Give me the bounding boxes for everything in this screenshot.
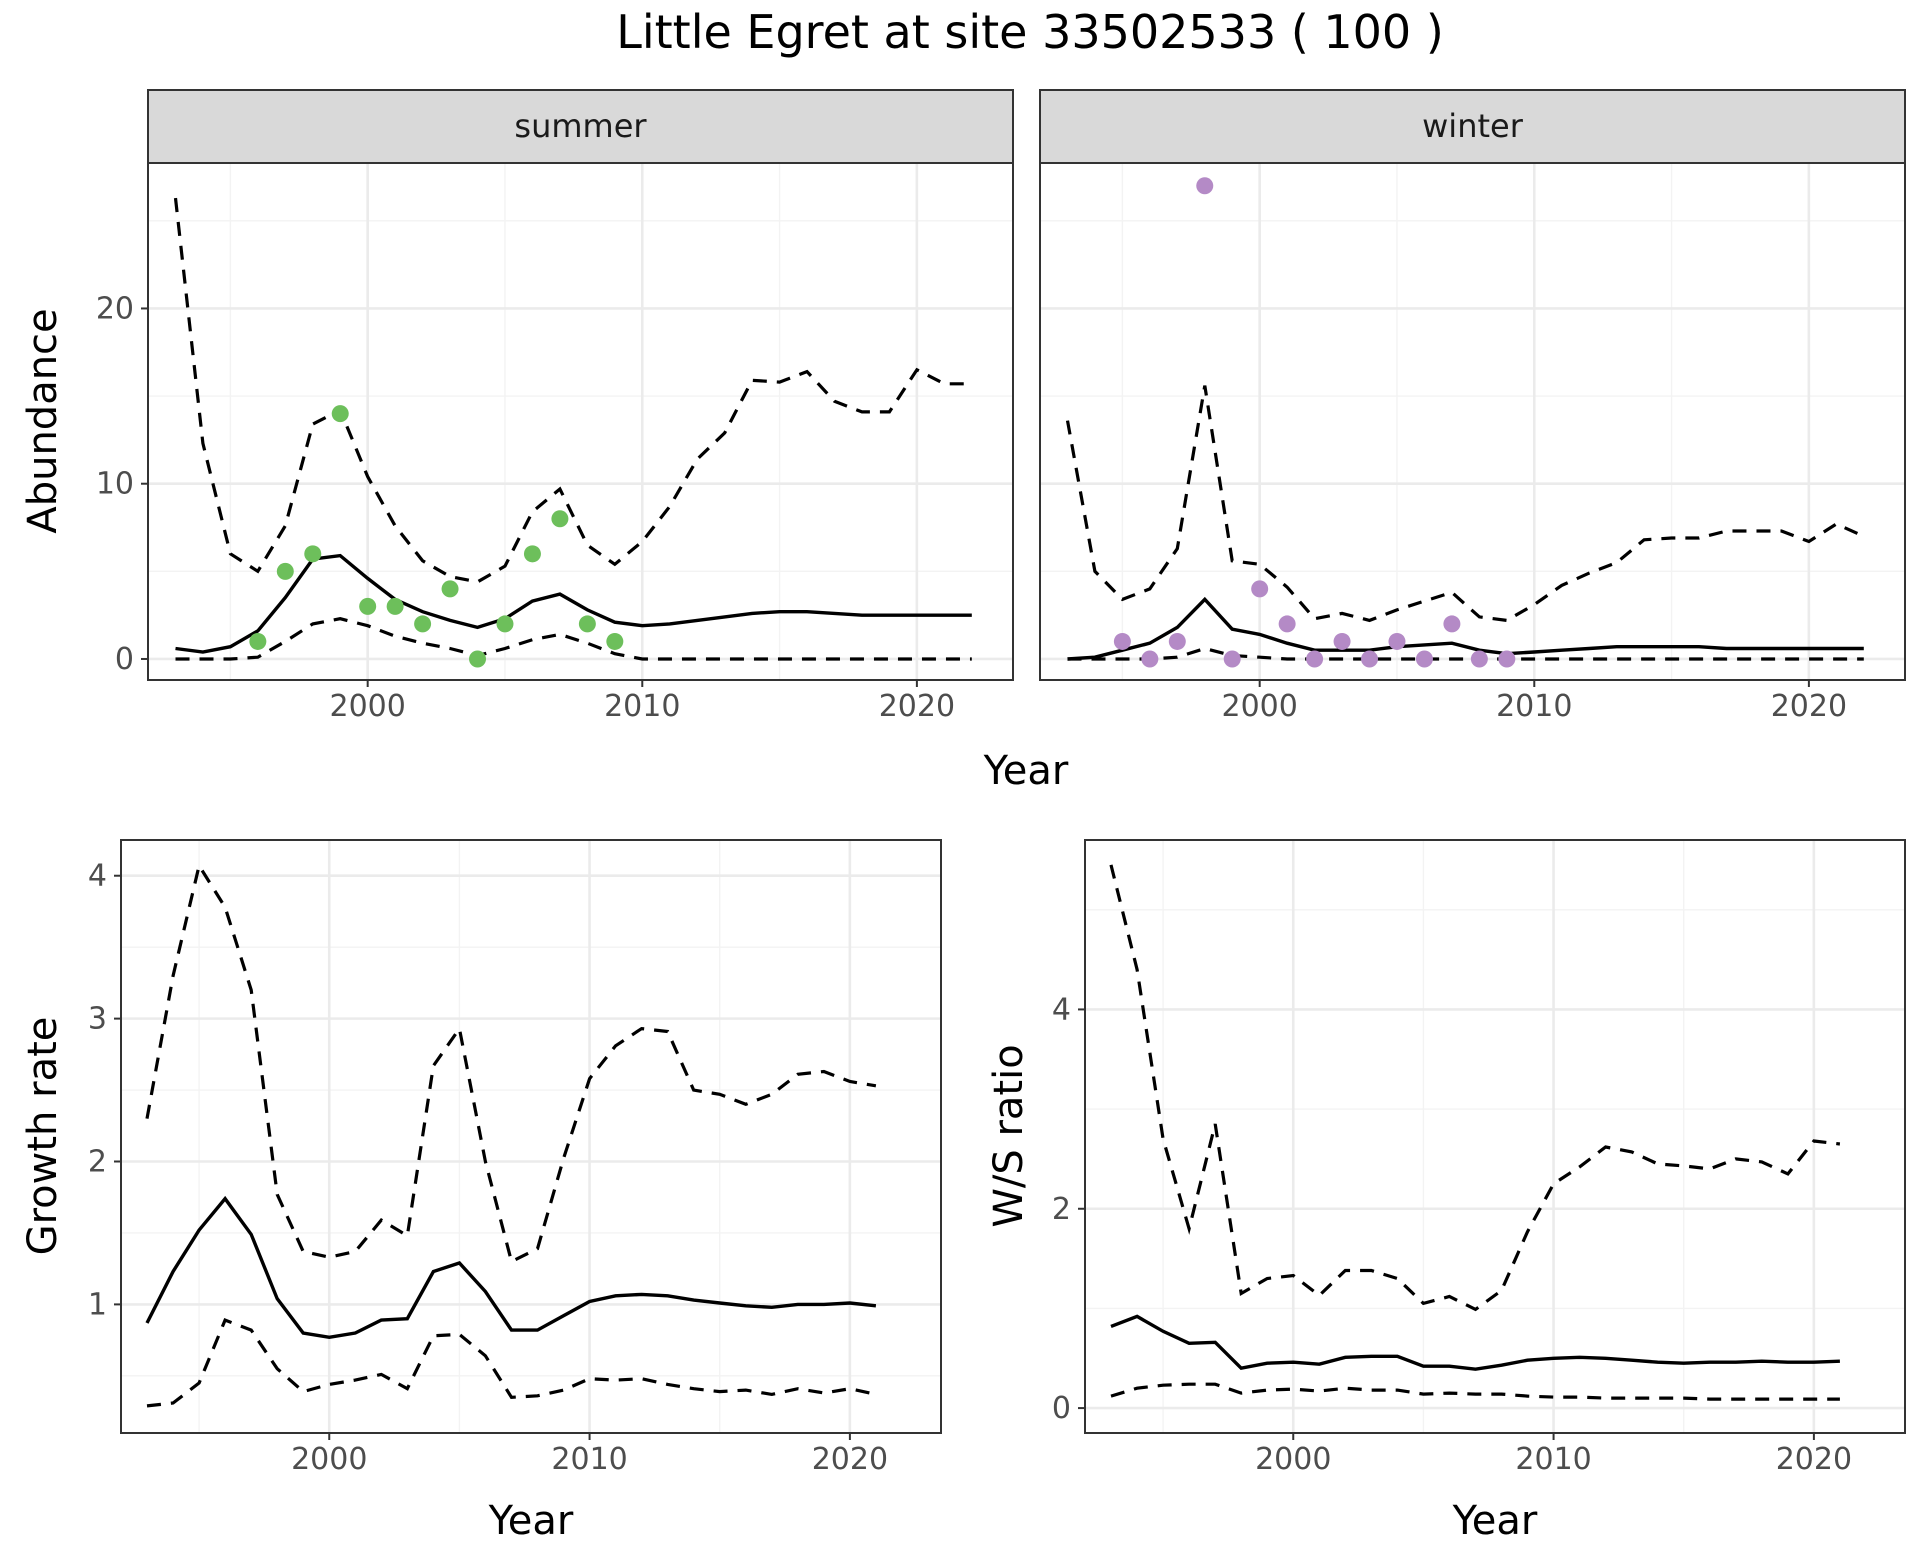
abundance-winter-observed-point <box>1223 650 1241 668</box>
abundance-summer-observed-point <box>523 545 541 563</box>
growth-y-tick-label: 1 <box>88 1287 107 1322</box>
abundance-winter-observed-point <box>1113 632 1131 650</box>
abundance-summer-observed-point <box>304 545 322 563</box>
abundance-summer-observed-point <box>441 580 459 598</box>
abundance-summer-grid <box>148 163 1013 680</box>
abundance-summer-observed-point <box>551 510 569 528</box>
growth-x-tick-label: 2000 <box>291 1442 367 1477</box>
abundance-summer-y-tick-label: 20 <box>96 291 134 326</box>
abundance-winter-panel-background <box>1040 163 1905 680</box>
ws-panel-border <box>1084 839 1906 1434</box>
abundance-winter-observed-point <box>1278 615 1296 633</box>
growth-lower-ci-line <box>146 1318 877 1408</box>
ws-y-tick-label: 4 <box>1052 992 1071 1027</box>
abundance-winter-strip <box>1039 89 1906 164</box>
abundance-summer-y-tick-label: 0 <box>115 642 134 677</box>
abundance-winter-x-tick-label: 2010 <box>1496 689 1572 724</box>
abundance-winter-observed-point <box>1498 650 1516 668</box>
abundance-winter-observed-point <box>1141 650 1159 668</box>
ws-estimate-line <box>1110 1314 1840 1371</box>
abundance-summer-observed-point <box>331 405 349 423</box>
abundance-summer-strip-label: summer <box>514 107 647 145</box>
abundance-winter-observed-point <box>1443 615 1461 633</box>
abundance-winter-observed-point <box>1415 650 1433 668</box>
abundance-summer-observed-point <box>469 650 487 668</box>
abundance-summer-observed-point <box>606 632 624 650</box>
abundance-winter-observed-point <box>1361 650 1379 668</box>
ws-lower-ci-line <box>1110 1382 1840 1401</box>
growth-estimate-line <box>145 1195 877 1340</box>
abundance-summer-observed-point <box>578 615 596 633</box>
abundance-summer-observed-point <box>386 597 404 615</box>
abundance-winter-observed-point <box>1251 580 1269 598</box>
growth-x-tick-label: 2010 <box>551 1442 627 1477</box>
growth-upper-ci-line <box>145 861 877 1264</box>
ws-x-axis-title: Year <box>1452 1498 1538 1544</box>
growth-y-axis-title: Growth rate <box>20 1017 66 1256</box>
abundance-summer-x-tick-label: 2010 <box>604 689 680 724</box>
growth-panel-border <box>120 839 942 1434</box>
abundance-winter-observed-point <box>1470 650 1488 668</box>
abundance-winter-x-tick-label: 2000 <box>1222 689 1298 724</box>
abundance-winter-strip-label: winter <box>1422 107 1524 145</box>
ws-y-tick-label: 2 <box>1052 1192 1071 1227</box>
ws-upper-ci-line <box>1109 864 1841 1312</box>
abundance-winter-upper-ci-line <box>1065 385 1865 623</box>
abundance-winter-observed-point <box>1388 632 1406 650</box>
figure-title: Little Egret at site 33502533 ( 100 ) <box>616 5 1444 59</box>
growth-x-axis-title: Year <box>488 1498 574 1544</box>
abundance-summer-observed-point <box>276 562 294 580</box>
growth-grid <box>121 840 941 1433</box>
abundance-winter-observed-point <box>1168 632 1186 650</box>
abundance-summer-observed-point <box>249 632 267 650</box>
abundance-summer-lower-ci-line <box>175 617 972 661</box>
abundance-summer-estimate-line <box>175 553 972 654</box>
ws-x-tick-label: 2010 <box>1515 1442 1591 1477</box>
abundance-summer-panel-background <box>148 163 1013 680</box>
abundance-summer-x-tick-label: 2000 <box>330 689 406 724</box>
abundance-winter-estimate-line <box>1067 596 1864 661</box>
ws-y-tick-label: 0 <box>1052 1391 1071 1426</box>
abundance-winter-lower-ci-line <box>1067 646 1864 661</box>
ws-panel-background <box>1085 840 1905 1433</box>
abundance-x-axis-title: Year <box>983 748 1069 794</box>
ws-grid <box>1085 840 1905 1433</box>
ws-x-tick-label: 2020 <box>1776 1442 1852 1477</box>
growth-y-tick-label: 2 <box>88 1145 107 1180</box>
abundance-summer-observed-point <box>496 615 514 633</box>
abundance-winter-observed-point <box>1196 177 1214 195</box>
growth-panel-background <box>121 840 941 1433</box>
abundance-summer-x-tick-label: 2020 <box>879 689 955 724</box>
growth-x-tick-label: 2020 <box>812 1442 888 1477</box>
abundance-summer-y-tick-label: 10 <box>96 467 134 502</box>
growth-y-tick-label: 3 <box>88 1002 107 1037</box>
abundance-winter-observed-point <box>1306 650 1324 668</box>
abundance-y-axis-title: Abundance <box>20 308 66 533</box>
growth-y-tick-label: 4 <box>88 859 107 894</box>
abundance-summer-observed-point <box>359 597 377 615</box>
abundance-summer-upper-ci-line <box>173 197 972 584</box>
ws-x-tick-label: 2000 <box>1255 1442 1331 1477</box>
abundance-winter-x-tick-label: 2020 <box>1771 689 1847 724</box>
abundance-winter-observed-point <box>1333 632 1351 650</box>
abundance-summer-strip <box>147 89 1014 164</box>
abundance-winter-grid <box>1040 163 1905 680</box>
abundance-summer-observed-point <box>414 615 432 633</box>
ws-y-axis-title: W/S ratio <box>986 1044 1032 1227</box>
